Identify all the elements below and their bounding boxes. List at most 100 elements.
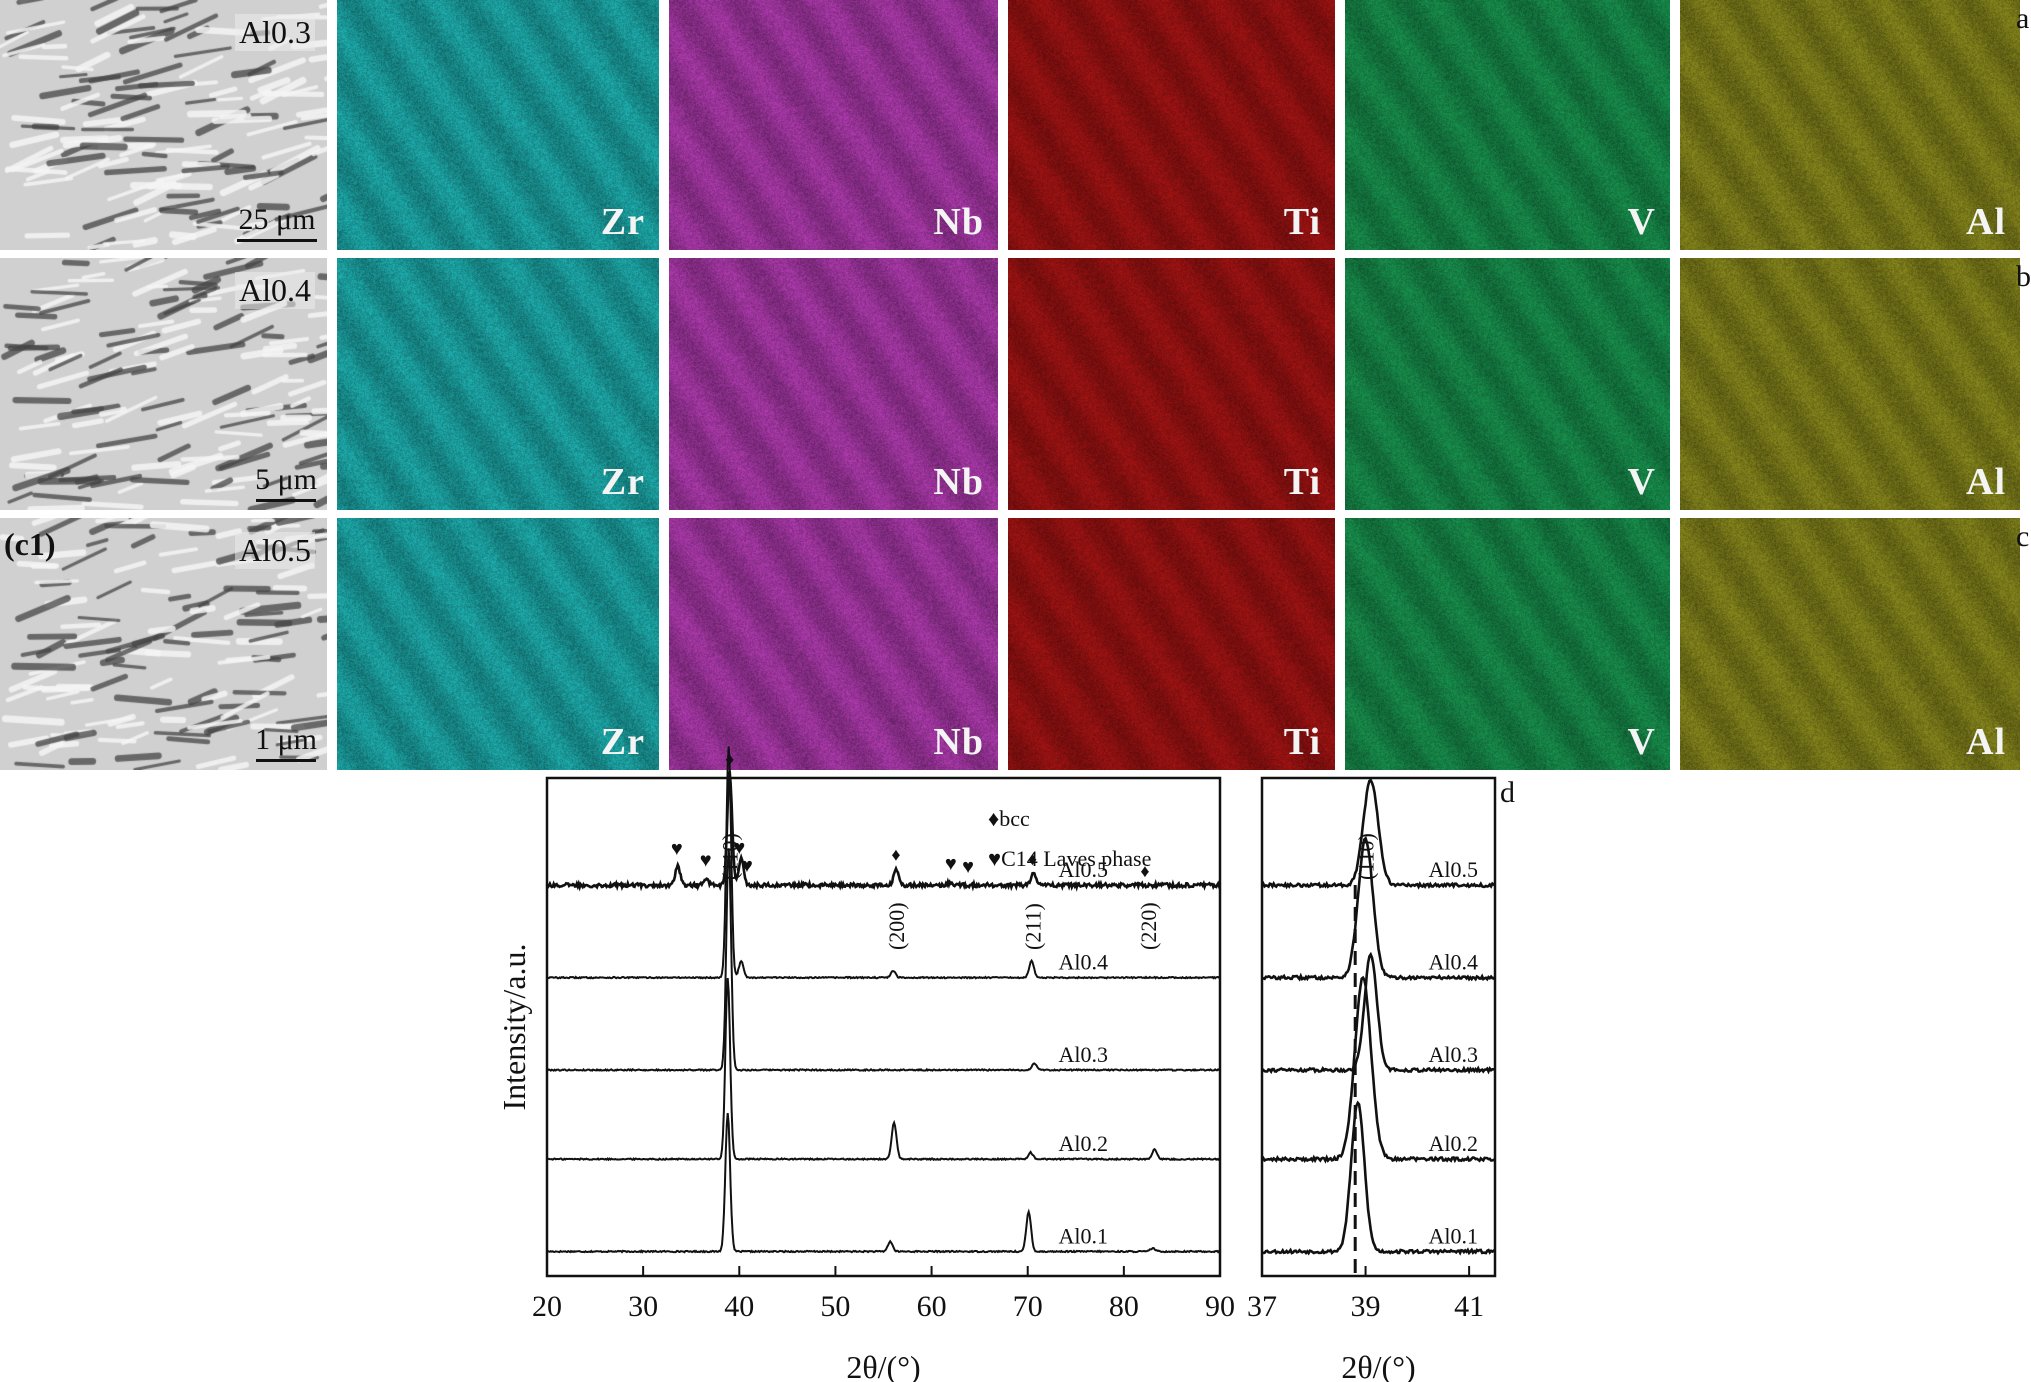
- legend-bcc: ♦bcc: [988, 806, 1030, 831]
- micrograph-image: [1680, 0, 2020, 250]
- panel-d-letter: d: [1500, 776, 1515, 809]
- element-label: V: [1627, 721, 1656, 763]
- micrograph-image: [669, 0, 998, 250]
- zoom-peak-label: (110): [1354, 833, 1379, 880]
- element-label: Al: [1966, 461, 2006, 503]
- eds-map-V-Al0.4: V: [1345, 258, 1670, 510]
- micrograph-image: [1008, 0, 1335, 250]
- eds-map-Nb-Al0.4: Nb: [669, 258, 998, 510]
- element-label: Zr: [600, 461, 645, 503]
- laves-marker: ♥: [671, 838, 683, 860]
- micrograph-image: [337, 518, 659, 770]
- x-tick-label: 70: [1013, 1290, 1043, 1323]
- row-letter: a: [2016, 2, 2030, 35]
- xrd-line-Al0.2: [546, 978, 1221, 1162]
- scale-bar-line: [237, 239, 317, 242]
- eds-map-Al-Al0.5: Al: [1680, 518, 2020, 770]
- micrograph-image: [1680, 518, 2020, 770]
- zoom-x-tick-label: 41: [1454, 1290, 1484, 1323]
- x-tick-label: 30: [628, 1290, 658, 1323]
- x-tick-label: 50: [820, 1290, 850, 1323]
- scale-bar-label: 25 μm: [238, 203, 316, 236]
- zoom-series-label: Al0.4: [1429, 950, 1479, 975]
- zoom-series-label: Al0.5: [1429, 857, 1479, 882]
- row-letter: b: [2016, 260, 2031, 293]
- element-label: Ti: [1283, 201, 1321, 243]
- x-tick-label: 40: [724, 1290, 754, 1323]
- peak-label: (211): [1021, 903, 1046, 950]
- zoom-line-Al0.2: [1260, 975, 1496, 1164]
- eds-map-Al-Al0.3: Al: [1680, 0, 2020, 250]
- laves-marker: ♥: [962, 856, 974, 878]
- element-label: Nb: [933, 461, 984, 503]
- element-label: Zr: [600, 721, 645, 763]
- zoom-x-tick-label: 39: [1351, 1290, 1381, 1323]
- micrograph-image: [337, 0, 659, 250]
- zoom-series-label: Al0.1: [1429, 1224, 1479, 1249]
- sample-label: Al0.3: [235, 14, 315, 51]
- element-label: Nb: [933, 721, 984, 763]
- series-label: Al0.5: [1059, 857, 1109, 882]
- subpanel-label: (c1): [4, 526, 56, 562]
- element-label: Ti: [1283, 721, 1321, 763]
- zoom-line-Al0.4: [1261, 835, 1497, 982]
- x-tick-label: 90: [1205, 1290, 1235, 1323]
- x-tick-label: 80: [1109, 1290, 1139, 1323]
- bcc-marker: ♦: [1028, 849, 1037, 869]
- micrograph-image: [1345, 258, 1670, 510]
- series-label: Al0.1: [1059, 1224, 1109, 1249]
- element-label: Ti: [1283, 461, 1321, 503]
- eds-map-Ti-Al0.5: Ti: [1008, 518, 1335, 770]
- sem-micrograph-Al0.3: Al0.3 25 μm: [0, 0, 327, 250]
- element-label: Nb: [933, 201, 984, 243]
- micrograph-image: [1008, 258, 1335, 510]
- series-label: Al0.3: [1059, 1042, 1109, 1067]
- zoom-line-Al0.3: [1261, 951, 1496, 1075]
- sample-label: Al0.5: [235, 532, 315, 569]
- element-label: Al: [1966, 201, 2006, 243]
- element-label: V: [1627, 461, 1656, 503]
- peak-label: (200): [884, 902, 909, 950]
- zoom-series-label: Al0.2: [1429, 1131, 1479, 1156]
- x-tick-label: 20: [532, 1290, 562, 1323]
- eds-map-V-Al0.3: V: [1345, 0, 1670, 250]
- scale-bar: 25 μm: [237, 203, 317, 242]
- row-letter: c: [2016, 520, 2030, 553]
- micrograph-image: [669, 258, 998, 510]
- y-axis-label: Intensity/a.u.: [496, 943, 532, 1110]
- xrd-line-Al0.1: [546, 1113, 1221, 1254]
- series-label: Al0.4: [1059, 950, 1109, 975]
- micrograph-image: [1345, 0, 1670, 250]
- zoom-x-tick-label: 37: [1247, 1290, 1277, 1323]
- scale-bar: 5 μm: [255, 463, 317, 502]
- scale-bar-label: 1 μm: [255, 723, 317, 756]
- sample-label: Al0.4: [235, 272, 315, 309]
- scale-bar-line: [256, 499, 317, 502]
- eds-map-V-Al0.5: V: [1345, 518, 1670, 770]
- eds-map-Ti-Al0.4: Ti: [1008, 258, 1335, 510]
- scale-bar: 1 μm: [255, 723, 317, 762]
- x-axis-label: 2θ/(°): [846, 1349, 920, 1382]
- sem-micrograph-Al0.4: Al0.4 5 μm: [0, 258, 327, 510]
- eds-map-Nb-Al0.5: Nb: [669, 518, 998, 770]
- micrograph-image: [1680, 258, 2020, 510]
- micrograph-image: [669, 518, 998, 770]
- sem-micrograph-Al0.5: Al0.5 (c1) 1 μm: [0, 518, 327, 770]
- xrd-line-Al0.5: [546, 771, 1222, 892]
- bcc-marker: ♦: [891, 845, 900, 865]
- eds-map-Zr-Al0.3: Zr: [337, 0, 659, 250]
- element-label: Al: [1966, 721, 2006, 763]
- micrograph-image: [1008, 518, 1335, 770]
- x-tick-label: 60: [917, 1290, 947, 1323]
- zoom-line-Al0.5: [1260, 778, 1496, 890]
- peak-label: (110): [718, 833, 743, 880]
- zoom-line-Al0.1: [1261, 1100, 1496, 1256]
- scale-bar-line: [256, 759, 317, 762]
- legend-laves: ♥C14 Laves phase: [988, 846, 1151, 871]
- element-label: Zr: [600, 201, 645, 243]
- laves-marker: ♥: [733, 837, 745, 859]
- bcc-marker: ♦: [1140, 861, 1149, 881]
- zoom-x-axis-label: 2θ/(°): [1341, 1349, 1415, 1382]
- zoom-series-label: Al0.3: [1429, 1042, 1479, 1067]
- eds-map-Ti-Al0.3: Ti: [1008, 0, 1335, 250]
